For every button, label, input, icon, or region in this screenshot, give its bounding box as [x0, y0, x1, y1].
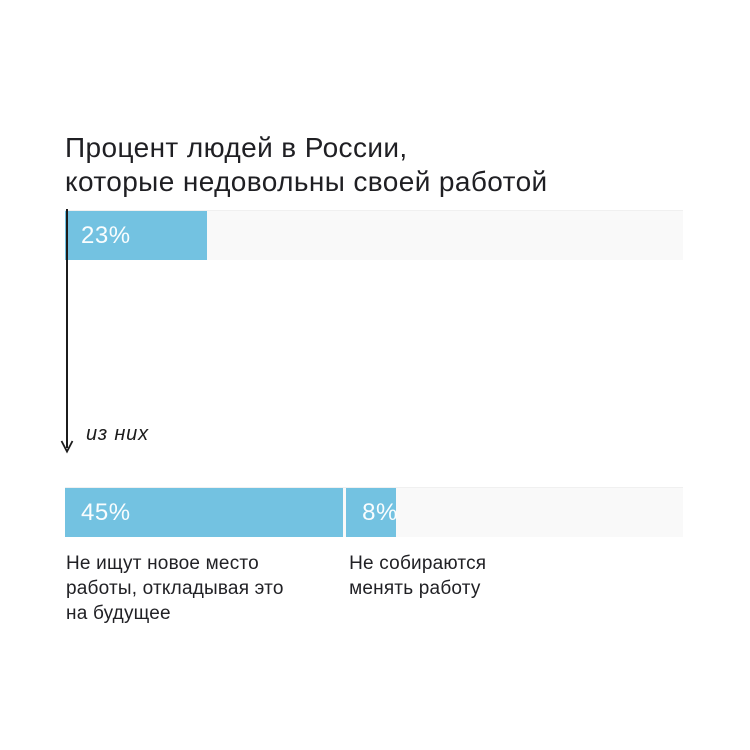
bar-track-total: 23%: [65, 210, 683, 260]
caption-no-change: Не собираются менять работу: [349, 553, 487, 599]
down-arrow-icon: [60, 209, 74, 454]
bar-no-change: 8%: [346, 488, 398, 537]
bar-no-change-value-label: 8%: [362, 498, 398, 526]
bar-captions-row: Не ищут новое место работы, откладывая э…: [66, 551, 684, 626]
bar-postpone-value-label: 45%: [81, 498, 131, 526]
bar-total: 23%: [65, 211, 208, 260]
bar-postpone-search: 45%: [65, 488, 344, 537]
bar-track-breakdown: 45% 8%: [65, 487, 683, 537]
annotation-of-them: из них: [86, 423, 149, 445]
chart-title: Процент людей в России, которые недоволь…: [65, 132, 548, 197]
bar-total-value-label: 23%: [81, 221, 131, 249]
caption-postpone-search: Не ищут новое место работы, откладывая э…: [66, 553, 284, 624]
